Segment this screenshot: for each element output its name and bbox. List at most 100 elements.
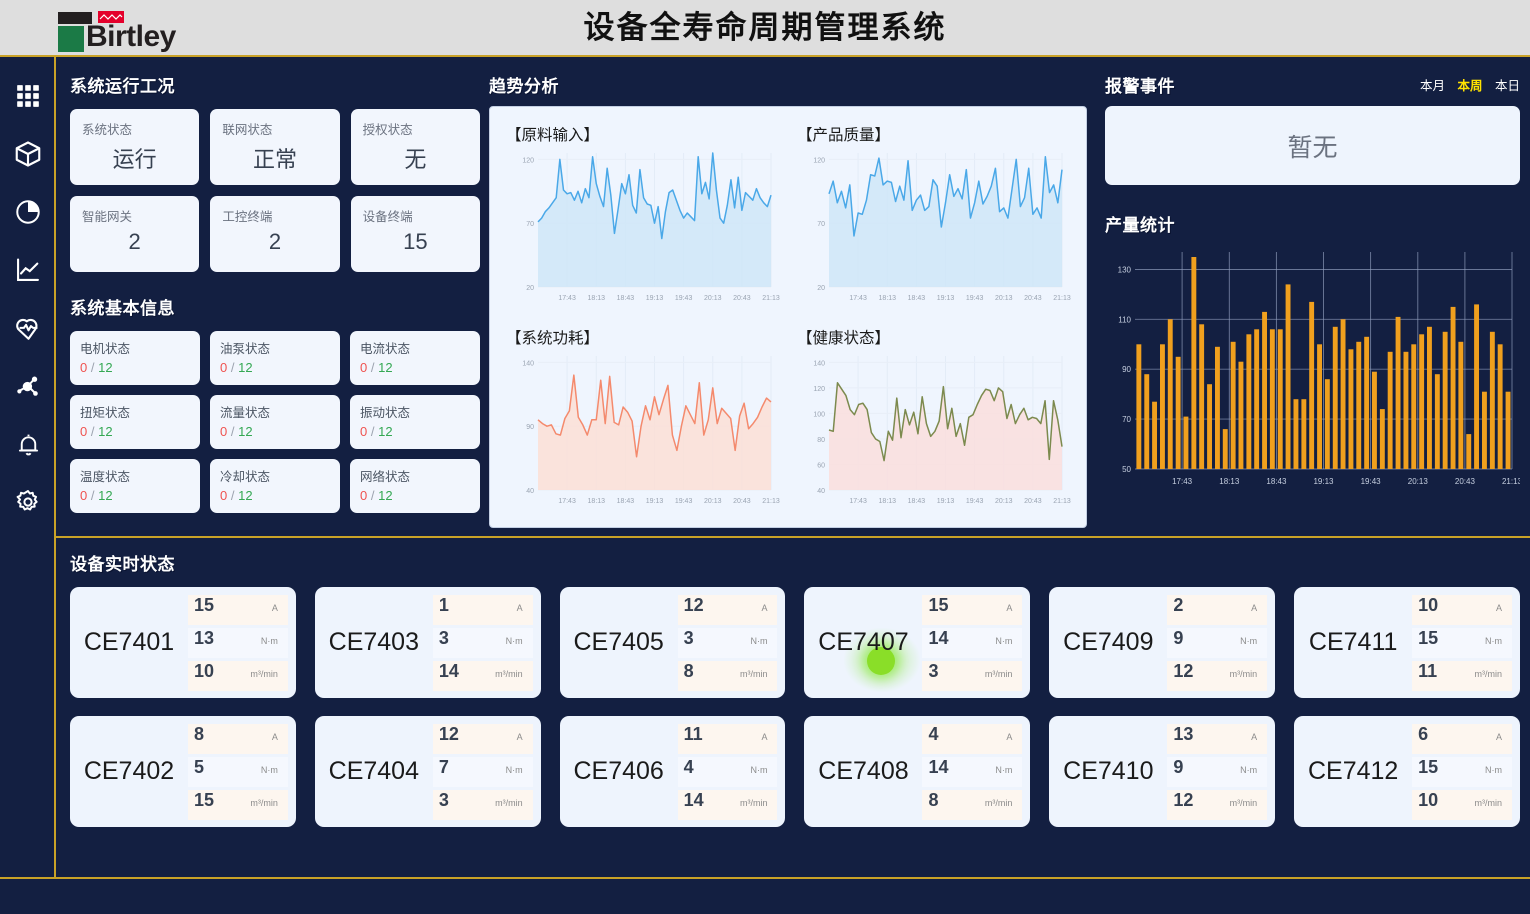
chart-health-status[interactable]: 【健康状态】 40 60 80 100 120 140 17:43 18:13 18:43 19:… [789,318,1080,521]
status-card-value: 2 [128,229,141,254]
logo-green-square-icon [58,26,84,52]
device-card[interactable]: CE7409 2 A 9 N·m 12 m³/min [1049,587,1276,698]
metric-value: 12 [683,594,704,615]
device-card[interactable]: CE7407 15 A 14 N·m 3 m³/min [804,587,1031,698]
device-id: CE7401 [83,628,175,656]
sidebar-item-alarms[interactable] [0,417,56,471]
chart-svg: 50 70 90 110 130 17:43 18:13 18:43 19:13 19:43 20:… [1118,252,1523,486]
device-card[interactable]: CE7406 11 A 4 N·m 14 m³/min [559,716,786,827]
metric-unit: A [761,602,768,613]
svg-text:40: 40 [526,488,534,495]
device-metrics: 12 A 3 N·m 8 m³/min [677,594,786,691]
metric-value: 15 [928,594,949,615]
info-card[interactable]: 网络状态 0 / 12 [350,459,480,513]
chart-power-consumption[interactable]: 【系统功耗】 40 90 140 17:43 18:13 18:43 19:13 19:43 2… [498,318,789,521]
sidebar-item-analytics[interactable] [0,185,56,239]
metric-value: 10 [1418,789,1439,810]
info-card[interactable]: 扭矩状态 0 / 12 [70,395,200,449]
device-card[interactable]: CE7405 12 A 3 N·m 8 m³/min [559,587,786,698]
metric-value: 6 [1418,723,1429,744]
status-card[interactable]: 联网状态 正常 [210,109,340,185]
tab-this-week[interactable]: 本周 [1457,79,1483,93]
svg-text:18:43: 18:43 [908,295,926,302]
svg-text:18:43: 18:43 [617,295,635,302]
sidebar-item-topology[interactable] [0,359,56,413]
device-metrics: 13 A 9 N·m 12 m³/min [1167,723,1275,820]
chart-raw-material[interactable]: 【原料输入】 20 70 120 17:43 18:13 18:43 19:13 19:43 2… [498,115,789,318]
sidebar-item-trends[interactable] [0,243,56,297]
basic-info-grid[interactable]: 电机状态 0 / 12 油泵状态 0 / 12 电流状态 0 / 12 扭矩状态 0 / 12… [70,331,480,513]
sidebar-item-dashboard[interactable] [0,69,56,123]
metric-value: 13 [194,627,215,648]
info-card[interactable]: 油泵状态 0 / 12 [210,331,340,385]
device-card[interactable]: CE7410 13 A 9 N·m 12 m³/min [1049,716,1276,827]
device-id: CE7409 [1063,628,1154,656]
info-card-value: 0 / 12 [360,360,470,375]
tab-this-month[interactable]: 本月 [1419,79,1445,93]
metric-current: 11 A [677,723,778,754]
info-card[interactable]: 电流状态 0 / 12 [350,331,480,385]
status-card[interactable]: 系统状态 运行 [70,109,200,185]
info-card[interactable]: 电机状态 0 / 12 [70,331,200,385]
device-card[interactable]: CE7408 4 A 14 N·m 8 m³/min [804,716,1031,827]
metric-unit: N·m [1240,764,1258,775]
device-card[interactable]: CE7403 1 A 3 N·m 14 m³/min [314,587,541,698]
status-card[interactable]: 设备终端 15 [350,196,480,272]
gear-icon [16,490,38,511]
info-card[interactable]: 温度状态 0 / 12 [70,459,200,513]
svg-text:20:43: 20:43 [1455,477,1476,486]
info-card-label: 网络状态 [360,470,411,484]
info-card[interactable]: 流量状态 0 / 12 [210,395,340,449]
metric-unit: m³/min [495,668,523,679]
info-separator: / [230,488,235,503]
device-card[interactable]: CE7401 15 A 13 N·m 10 m³/min [70,587,296,698]
svg-text:18:13: 18:13 [588,295,606,302]
svg-text:17:43: 17:43 [849,295,867,302]
svg-text:21:13: 21:13 [1502,477,1520,486]
metric-unit: m³/min [739,797,768,808]
metric-flow: 3 m³/min [922,660,1023,691]
status-card-value: 正常 [252,147,297,172]
chart-product-quality[interactable]: 【产品质量】 20 70 120 17:43 18:13 18:43 19:13 19:43 2… [789,115,1080,318]
heart-pulse-icon [15,318,37,340]
chart-title: 【系统功耗】 [506,330,600,347]
info-total: 12 [378,360,393,375]
alarm-empty-text: 暂无 [1287,133,1338,162]
svg-text:18:13: 18:13 [1219,477,1240,486]
metric-unit: m³/min [250,668,278,679]
info-card[interactable]: 振动状态 0 / 12 [350,395,480,449]
info-card-label: 振动状态 [360,406,411,420]
sidebar-item-settings[interactable] [0,475,56,529]
svg-text:17:43: 17:43 [558,498,576,505]
device-id: CE7411 [1308,628,1398,656]
device-card[interactable]: CE7411 10 A 15 N·m 11 m³/min [1294,587,1520,698]
svg-text:20: 20 [526,285,534,292]
metric-unit: N·m [995,635,1013,646]
metric-flow: 8 m³/min [677,660,778,691]
metric-value: 4 [683,756,694,777]
svg-text:20:43: 20:43 [1024,498,1042,505]
tab-today[interactable]: 本日 [1494,79,1520,93]
info-card[interactable]: 冷却状态 0 / 12 [210,459,340,513]
device-card[interactable]: CE7412 6 A 15 N·m 10 m³/min [1294,716,1520,827]
status-card-label: 工控终端 [222,210,273,224]
sidebar-item-assets[interactable] [0,127,56,181]
alarm-tab-group: 本月 本周 本日 [1411,75,1520,94]
metric-torque: 14 N·m [922,627,1023,658]
trend-panel: 趋势分析 【原料输入】 20 70 120 17:43 18:13 18:43 19:13 1… [489,72,1087,528]
svg-text:19:13: 19:13 [646,295,664,302]
status-card[interactable]: 智能网关 2 [70,196,200,272]
svg-text:18:13: 18:13 [879,295,897,302]
svg-text:19:43: 19:43 [675,498,693,505]
status-card[interactable]: 授权状态 无 [350,109,480,185]
metric-value: 1 [438,594,449,615]
status-card-value: 无 [404,147,427,172]
device-card[interactable]: CE7404 12 A 7 N·m 3 m³/min [314,716,541,827]
device-card[interactable]: CE7402 8 A 5 N·m 15 m³/min [70,716,296,827]
metric-value: 15 [1418,627,1439,648]
production-bar-chart[interactable]: 50 70 90 110 130 17:43 18:13 18:43 19:13 19:43 20:… [1105,244,1523,491]
sidebar-item-health[interactable] [0,301,56,355]
svg-text:21:13: 21:13 [762,295,780,302]
status-card[interactable]: 工控终端 2 [210,196,340,272]
